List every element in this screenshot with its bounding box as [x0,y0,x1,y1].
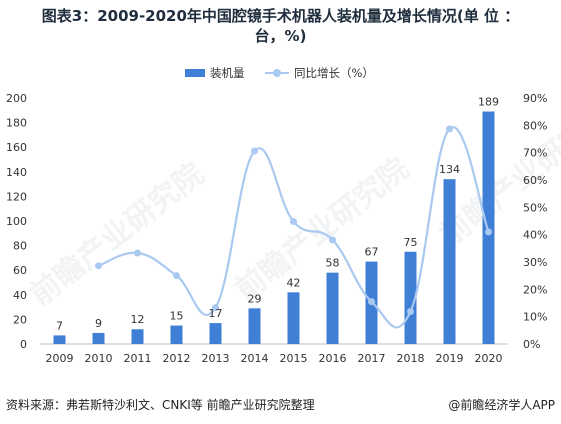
legend-bar-label: 装机量 [210,66,245,80]
left-axis-tick-label: 80 [13,240,27,253]
growth-point [368,298,375,306]
bar-value-label: 67 [365,246,379,259]
bar-2011 [131,329,144,344]
growth-point [95,262,102,270]
right-axis-tick-label: 50% [523,201,547,214]
growth-point [290,218,297,226]
right-axis-tick-label: 10% [523,311,547,324]
labels-layer: 7 9 12 15 17 29 42 58 67 75 134 189 [56,96,499,333]
bar-2014 [248,308,261,344]
bar-2012 [170,325,183,344]
bar-2013 [209,323,222,344]
growth-point [212,304,219,312]
growth-point [173,272,180,280]
left-axis-tick-label: 20 [13,313,27,326]
right-axis-tick-label: 80% [523,119,547,132]
left-axis-tick-label: 200 [6,92,27,105]
legend-item-bars: 装机量 [185,64,245,82]
chart-title-line-1: 图表3：2009-2020年中国腔镜手术机器人装机量及增长情况(单 位 ： [41,7,520,25]
bar-2018 [404,251,417,344]
x-axis-tick-label: 2010 [85,352,113,365]
bar-value-label: 58 [326,257,340,270]
bar-value-label: 12 [131,313,145,326]
right-axis-tick-label: 90% [523,92,547,105]
legend-item-line: 同比增长（%） [265,64,374,82]
right-axis-tick-label: 0% [523,338,540,351]
left-axis-tick-label: 0 [20,338,27,351]
bar-value-label: 9 [95,317,102,330]
bar-value-label: 15 [170,310,184,323]
bar-value-label: 17 [209,307,223,320]
bar-2016 [326,272,339,344]
bar-value-label: 29 [248,292,262,305]
source-note: 资料来源：弗若斯特沙利文、CNKI等 前瞻产业研究院整理 [6,398,315,412]
bar-value-label: 134 [439,163,460,176]
bar-2010 [92,332,105,344]
left-axis-tick-label: 40 [13,289,27,302]
x-axis-tick-label: 2013 [202,352,230,365]
x-axis-tick-label: 2017 [358,352,386,365]
bar-2020 [482,111,495,344]
x-axis-tick-label: 2018 [397,352,425,365]
bar-value-label: 189 [478,96,499,109]
bar-value-label: 7 [56,319,63,332]
left-axis-tick-label: 180 [6,117,27,130]
left-axis-tick-label: 100 [6,215,27,228]
line-layer [95,125,492,329]
growth-point [251,147,258,155]
brand-credit: @前瞻经济学人APP [448,398,555,412]
x-axis-tick-label: 2019 [436,352,464,365]
left-axis-tick-label: 60 [13,264,27,277]
left-axis-tick-label: 120 [6,190,27,203]
left-axis-tick-label: 160 [6,141,27,154]
bar-2019 [443,179,456,344]
x-axis-tick-label: 2009 [46,352,74,365]
bar-value-label: 42 [287,276,301,289]
right-axis-tick-label: 70% [523,147,547,160]
right-axis-tick-label: 40% [523,229,547,242]
bar-2015 [287,292,300,344]
chart-legend: 装机量 同比增长（%） [0,64,561,82]
left-axis-tick-label: 140 [6,166,27,179]
x-axis-tick-label: 2016 [319,352,347,365]
legend-line-label: 同比增长（%） [294,66,374,80]
legend-line-swatch [265,69,289,77]
x-axis-tick-label: 2011 [124,352,152,365]
legend-bar-swatch [185,69,205,77]
chart-title: 图表3：2009-2020年中国腔镜手术机器人装机量及增长情况(单 位 ： 台，… [0,6,561,46]
growth-point [407,307,414,315]
x-axis-tick-label: 2020 [475,352,503,365]
growth-point [446,125,453,133]
axes-layer: 0 20 40 60 80 100 120 140 160 180 200 0% 10% 20% 30% 40… [6,92,547,365]
right-axis-tick-label: 20% [523,283,547,296]
bar-value-label: 75 [404,236,418,249]
footer: 资料来源：弗若斯特沙利文、CNKI等 前瞻产业研究院整理 @前瞻经济学人APP [6,396,555,413]
right-axis-tick-label: 60% [523,174,547,187]
bar-2009 [53,335,66,344]
bars-layer [53,111,495,344]
chart-title-line-2: 台，%) [254,27,307,45]
right-axis-tick-label: 30% [523,256,547,269]
growth-point [329,236,336,244]
x-axis-tick-label: 2012 [163,352,191,365]
x-axis-tick-label: 2015 [280,352,308,365]
growth-point [485,228,492,236]
x-axis-tick-label: 2014 [241,352,269,365]
growth-point [134,249,141,257]
